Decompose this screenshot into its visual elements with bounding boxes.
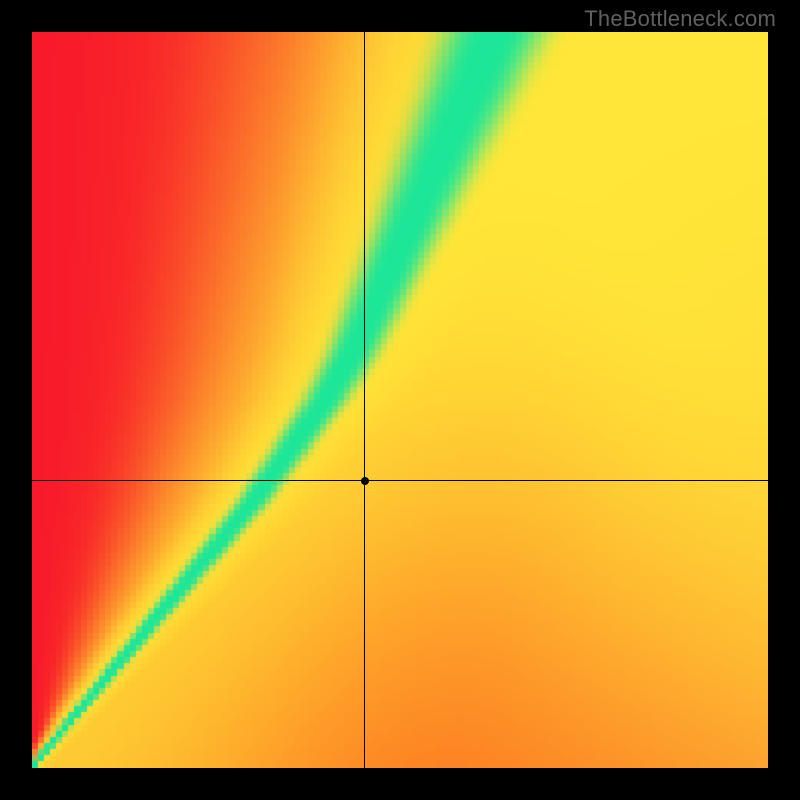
- watermark-text: TheBottleneck.com: [584, 6, 776, 32]
- crosshair-vertical: [364, 32, 365, 768]
- heatmap-canvas: [32, 32, 768, 768]
- crosshair-horizontal: [32, 480, 768, 481]
- chart-container: { "watermark": "TheBottleneck.com", "can…: [0, 0, 800, 800]
- crosshair-dot: [361, 477, 369, 485]
